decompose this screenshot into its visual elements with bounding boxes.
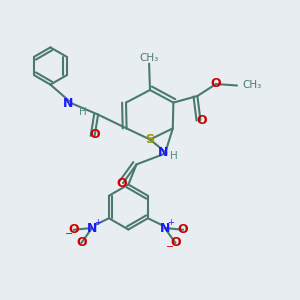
Text: O: O — [116, 177, 127, 190]
Text: N: N — [158, 146, 169, 159]
Text: CH₃: CH₃ — [139, 53, 158, 63]
Text: O: O — [89, 128, 100, 142]
Text: N: N — [160, 221, 170, 235]
Text: CH₃: CH₃ — [242, 80, 262, 91]
Text: O: O — [178, 223, 188, 236]
Text: +: + — [167, 218, 174, 227]
Text: O: O — [196, 113, 207, 127]
Text: H: H — [79, 107, 86, 117]
Text: N: N — [87, 221, 97, 235]
Text: O: O — [211, 76, 221, 90]
Text: O: O — [69, 223, 79, 236]
Text: O: O — [170, 236, 181, 249]
Text: H: H — [170, 151, 178, 161]
Text: O: O — [76, 236, 87, 249]
Text: S: S — [146, 133, 154, 146]
Text: −: − — [64, 229, 73, 239]
Text: −: − — [166, 242, 174, 252]
Text: N: N — [62, 97, 73, 110]
Text: +: + — [94, 218, 101, 227]
